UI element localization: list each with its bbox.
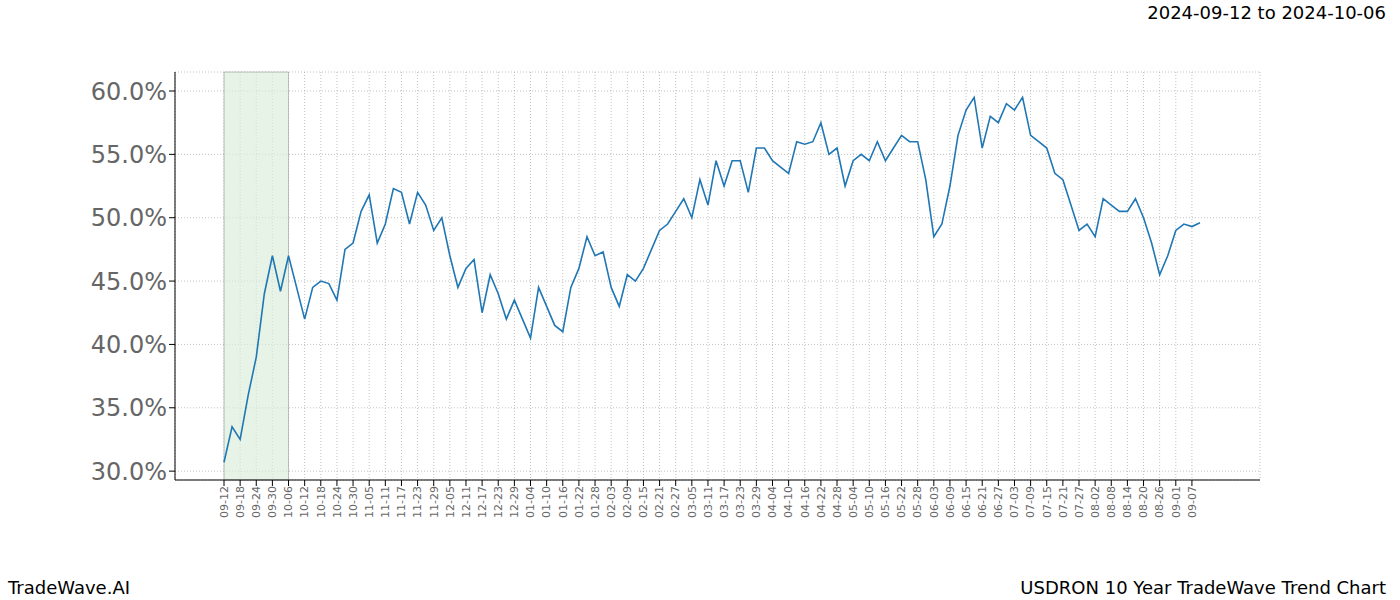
svg-text:60.0%: 60.0% (91, 78, 167, 106)
svg-text:08-14: 08-14 (1121, 486, 1134, 518)
svg-text:10-30: 10-30 (347, 486, 360, 518)
svg-text:11-23: 11-23 (411, 486, 424, 518)
svg-text:09-24: 09-24 (250, 486, 263, 518)
svg-text:06-15: 06-15 (960, 486, 973, 518)
svg-text:45.0%: 45.0% (91, 268, 167, 296)
svg-text:05-16: 05-16 (879, 486, 892, 518)
svg-text:07-27: 07-27 (1073, 486, 1086, 518)
svg-text:30.0%: 30.0% (91, 458, 167, 486)
svg-text:02-27: 02-27 (670, 486, 683, 518)
svg-text:01-04: 01-04 (524, 486, 537, 518)
svg-text:12-05: 12-05 (444, 486, 457, 518)
svg-text:02-21: 02-21 (653, 486, 666, 518)
svg-text:03-17: 03-17 (718, 486, 731, 518)
html-text:2024-09-12 to 2024-10-06: 2024-09-12 to 2024-10-06 (1147, 2, 1386, 23)
svg-text:06-03: 06-03 (928, 486, 941, 518)
svg-text:01-22: 01-22 (573, 486, 586, 518)
html-text:USDRON 10 Year TradeWave Trend: USDRON 10 Year TradeWave Trend Chart (1020, 577, 1386, 598)
svg-text:07-21: 07-21 (1057, 486, 1070, 518)
svg-text:12-11: 12-11 (460, 486, 473, 518)
svg-text:07-03: 07-03 (1008, 486, 1021, 518)
svg-text:05-28: 05-28 (911, 486, 924, 518)
svg-text:12-17: 12-17 (476, 486, 489, 518)
svg-text:04-10: 04-10 (782, 486, 795, 518)
svg-text:09-07: 09-07 (1186, 486, 1199, 518)
svg-text:08-02: 08-02 (1089, 486, 1102, 518)
svg-text:35.0%: 35.0% (91, 394, 167, 422)
svg-text:07-09: 07-09 (1024, 486, 1037, 518)
svg-text:06-27: 06-27 (992, 486, 1005, 518)
svg-text:09-30: 09-30 (266, 486, 279, 518)
svg-text:09-18: 09-18 (234, 486, 247, 518)
svg-text:12-23: 12-23 (492, 486, 505, 518)
svg-text:03-05: 03-05 (686, 486, 699, 518)
svg-text:11-11: 11-11 (379, 486, 392, 518)
svg-text:10-06: 10-06 (282, 486, 295, 518)
svg-text:08-26: 08-26 (1153, 486, 1166, 518)
svg-text:40.0%: 40.0% (91, 331, 167, 359)
svg-text:03-29: 03-29 (750, 486, 763, 518)
svg-text:10-18: 10-18 (315, 486, 328, 518)
svg-text:50.0%: 50.0% (91, 204, 167, 232)
svg-text:01-28: 01-28 (589, 486, 602, 518)
svg-text:10-24: 10-24 (331, 486, 344, 518)
svg-text:08-08: 08-08 (1105, 486, 1118, 518)
svg-text:04-16: 04-16 (799, 486, 812, 518)
svg-text:05-10: 05-10 (863, 486, 876, 518)
svg-text:03-11: 03-11 (702, 486, 715, 518)
svg-text:55.0%: 55.0% (91, 141, 167, 169)
svg-text:01-10: 01-10 (540, 486, 553, 518)
svg-text:06-21: 06-21 (976, 486, 989, 518)
svg-text:04-28: 04-28 (831, 486, 844, 518)
svg-text:12-29: 12-29 (508, 486, 521, 518)
svg-text:04-04: 04-04 (766, 486, 779, 518)
svg-text:02-09: 02-09 (621, 486, 634, 518)
svg-text:10-12: 10-12 (298, 486, 311, 518)
svg-text:02-15: 02-15 (637, 486, 650, 518)
svg-text:02-03: 02-03 (605, 486, 618, 518)
svg-text:04-22: 04-22 (815, 486, 828, 518)
svg-text:01-16: 01-16 (557, 486, 570, 518)
svg-text:08-20: 08-20 (1137, 486, 1150, 518)
svg-text:11-05: 11-05 (363, 486, 376, 518)
svg-text:09-12: 09-12 (218, 486, 231, 518)
svg-text:05-04: 05-04 (847, 486, 860, 518)
svg-text:09-01: 09-01 (1170, 486, 1183, 518)
svg-text:06-09: 06-09 (944, 486, 957, 518)
svg-text:05-22: 05-22 (895, 486, 908, 518)
svg-text:03-23: 03-23 (734, 486, 747, 518)
svg-text:11-29: 11-29 (428, 486, 441, 518)
svg-text:11-17: 11-17 (395, 486, 408, 518)
svg-text:07-15: 07-15 (1041, 486, 1054, 518)
html-text:TradeWave.AI: TradeWave.AI (8, 577, 130, 598)
